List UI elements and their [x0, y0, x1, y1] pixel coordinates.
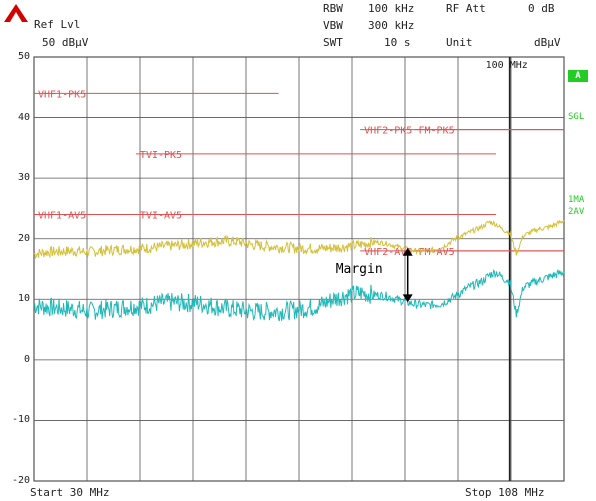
limit-line-label: TVI-AV5 — [140, 210, 182, 221]
limit-line-label: VHF2-AV5 — [364, 247, 412, 258]
vbw-label: VBW — [323, 19, 343, 32]
frequency-marker-label: 100 MHz — [486, 60, 528, 71]
y-tick-label: 50 — [17, 51, 30, 62]
y-tick-label: -10 — [11, 414, 30, 426]
vbw-value: 300 kHz — [368, 19, 415, 32]
brand-logo-icon — [3, 3, 29, 23]
swt-label: SWT — [323, 36, 343, 49]
rf-att-label: RF Att — [446, 2, 486, 15]
y-tick-label: 10 — [17, 293, 30, 305]
side-label-a: A — [568, 70, 588, 82]
y-tick-label: 0 — [23, 353, 30, 365]
side-label-sgl: SGL — [568, 112, 585, 122]
limit-line-label: FM-AV5 — [419, 247, 455, 258]
limit-line-label: FM-PK5 — [419, 126, 455, 137]
y-tick-label: 30 — [17, 172, 30, 184]
y-tick-label: 20 — [17, 232, 30, 244]
x-stop-label: Stop 108 MHz — [465, 486, 545, 499]
margin-arrow-down-icon — [402, 294, 413, 303]
x-start-label: Start 30 MHz — [30, 486, 110, 499]
rf-att-value: 0 dB — [528, 2, 555, 15]
unit-value: dBµV — [534, 36, 561, 49]
rbw-label: RBW — [323, 2, 343, 15]
margin-annotation: Margin — [336, 262, 383, 277]
y-tick-label: -20 — [11, 475, 30, 486]
margin-arrow-up-icon — [402, 247, 413, 256]
limit-line-label: VHF2-PK5 — [364, 126, 412, 137]
swt-value: 10 s — [384, 36, 411, 49]
y-tick-label: 40 — [17, 111, 30, 123]
peak-trace — [33, 219, 565, 260]
rbw-value: 100 kHz — [368, 2, 415, 15]
limit-line-label: VHF1-AV5 — [38, 210, 86, 221]
ref-lvl-label: Ref Lvl — [34, 18, 81, 31]
ref-lvl-value: 50 dBµV — [42, 36, 89, 49]
average-trace — [33, 268, 565, 322]
limit-line-label: TVI-PK5 — [140, 150, 182, 161]
side-label-trace2: 2AV — [568, 207, 585, 217]
limit-line-label: VHF1-PK5 — [38, 89, 86, 100]
side-label-trace1: 1MA — [568, 195, 585, 205]
unit-label: Unit — [446, 36, 473, 49]
